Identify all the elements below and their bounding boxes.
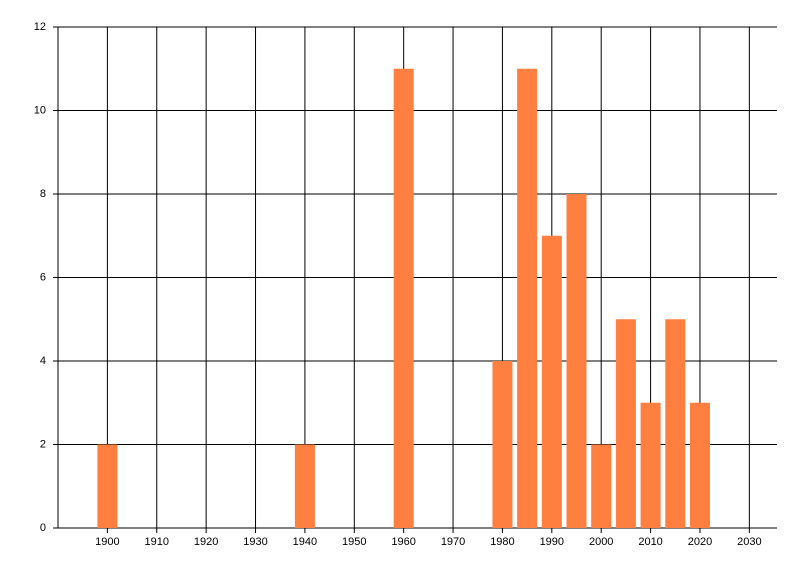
x-tick-label: 1940 xyxy=(293,536,317,548)
bar xyxy=(393,68,414,528)
y-tick-label: 4 xyxy=(40,355,46,367)
x-tick-label: 2000 xyxy=(589,536,613,548)
x-tick-label: 1990 xyxy=(540,536,564,548)
y-tick-label: 6 xyxy=(40,271,46,283)
x-tick-label: 1950 xyxy=(342,536,366,548)
x-tick-label: 2020 xyxy=(688,536,712,548)
x-tick-label: 1910 xyxy=(145,536,169,548)
x-tick-label: 1980 xyxy=(490,536,514,548)
x-tick-label: 2010 xyxy=(638,536,662,548)
y-tick-label: 8 xyxy=(40,188,46,200)
x-tick-label: 1960 xyxy=(391,536,415,548)
y-tick-label: 10 xyxy=(34,104,46,116)
bar xyxy=(640,402,661,528)
bar xyxy=(615,319,636,528)
bar xyxy=(689,402,710,528)
y-tick-label: 0 xyxy=(40,522,46,534)
bar xyxy=(294,444,315,528)
y-tick-label: 12 xyxy=(34,21,46,33)
bar xyxy=(665,319,686,528)
bar xyxy=(492,361,513,528)
x-tick-label: 1920 xyxy=(194,536,218,548)
bar xyxy=(591,444,612,528)
x-tick-label: 1900 xyxy=(95,536,119,548)
bar xyxy=(97,444,118,528)
x-tick-label: 1970 xyxy=(441,536,465,548)
x-tick-label: 1930 xyxy=(243,536,267,548)
bar xyxy=(566,194,587,528)
bar xyxy=(517,68,538,528)
bar xyxy=(541,235,562,528)
x-tick-label: 2030 xyxy=(737,536,761,548)
y-tick-label: 2 xyxy=(40,438,46,450)
